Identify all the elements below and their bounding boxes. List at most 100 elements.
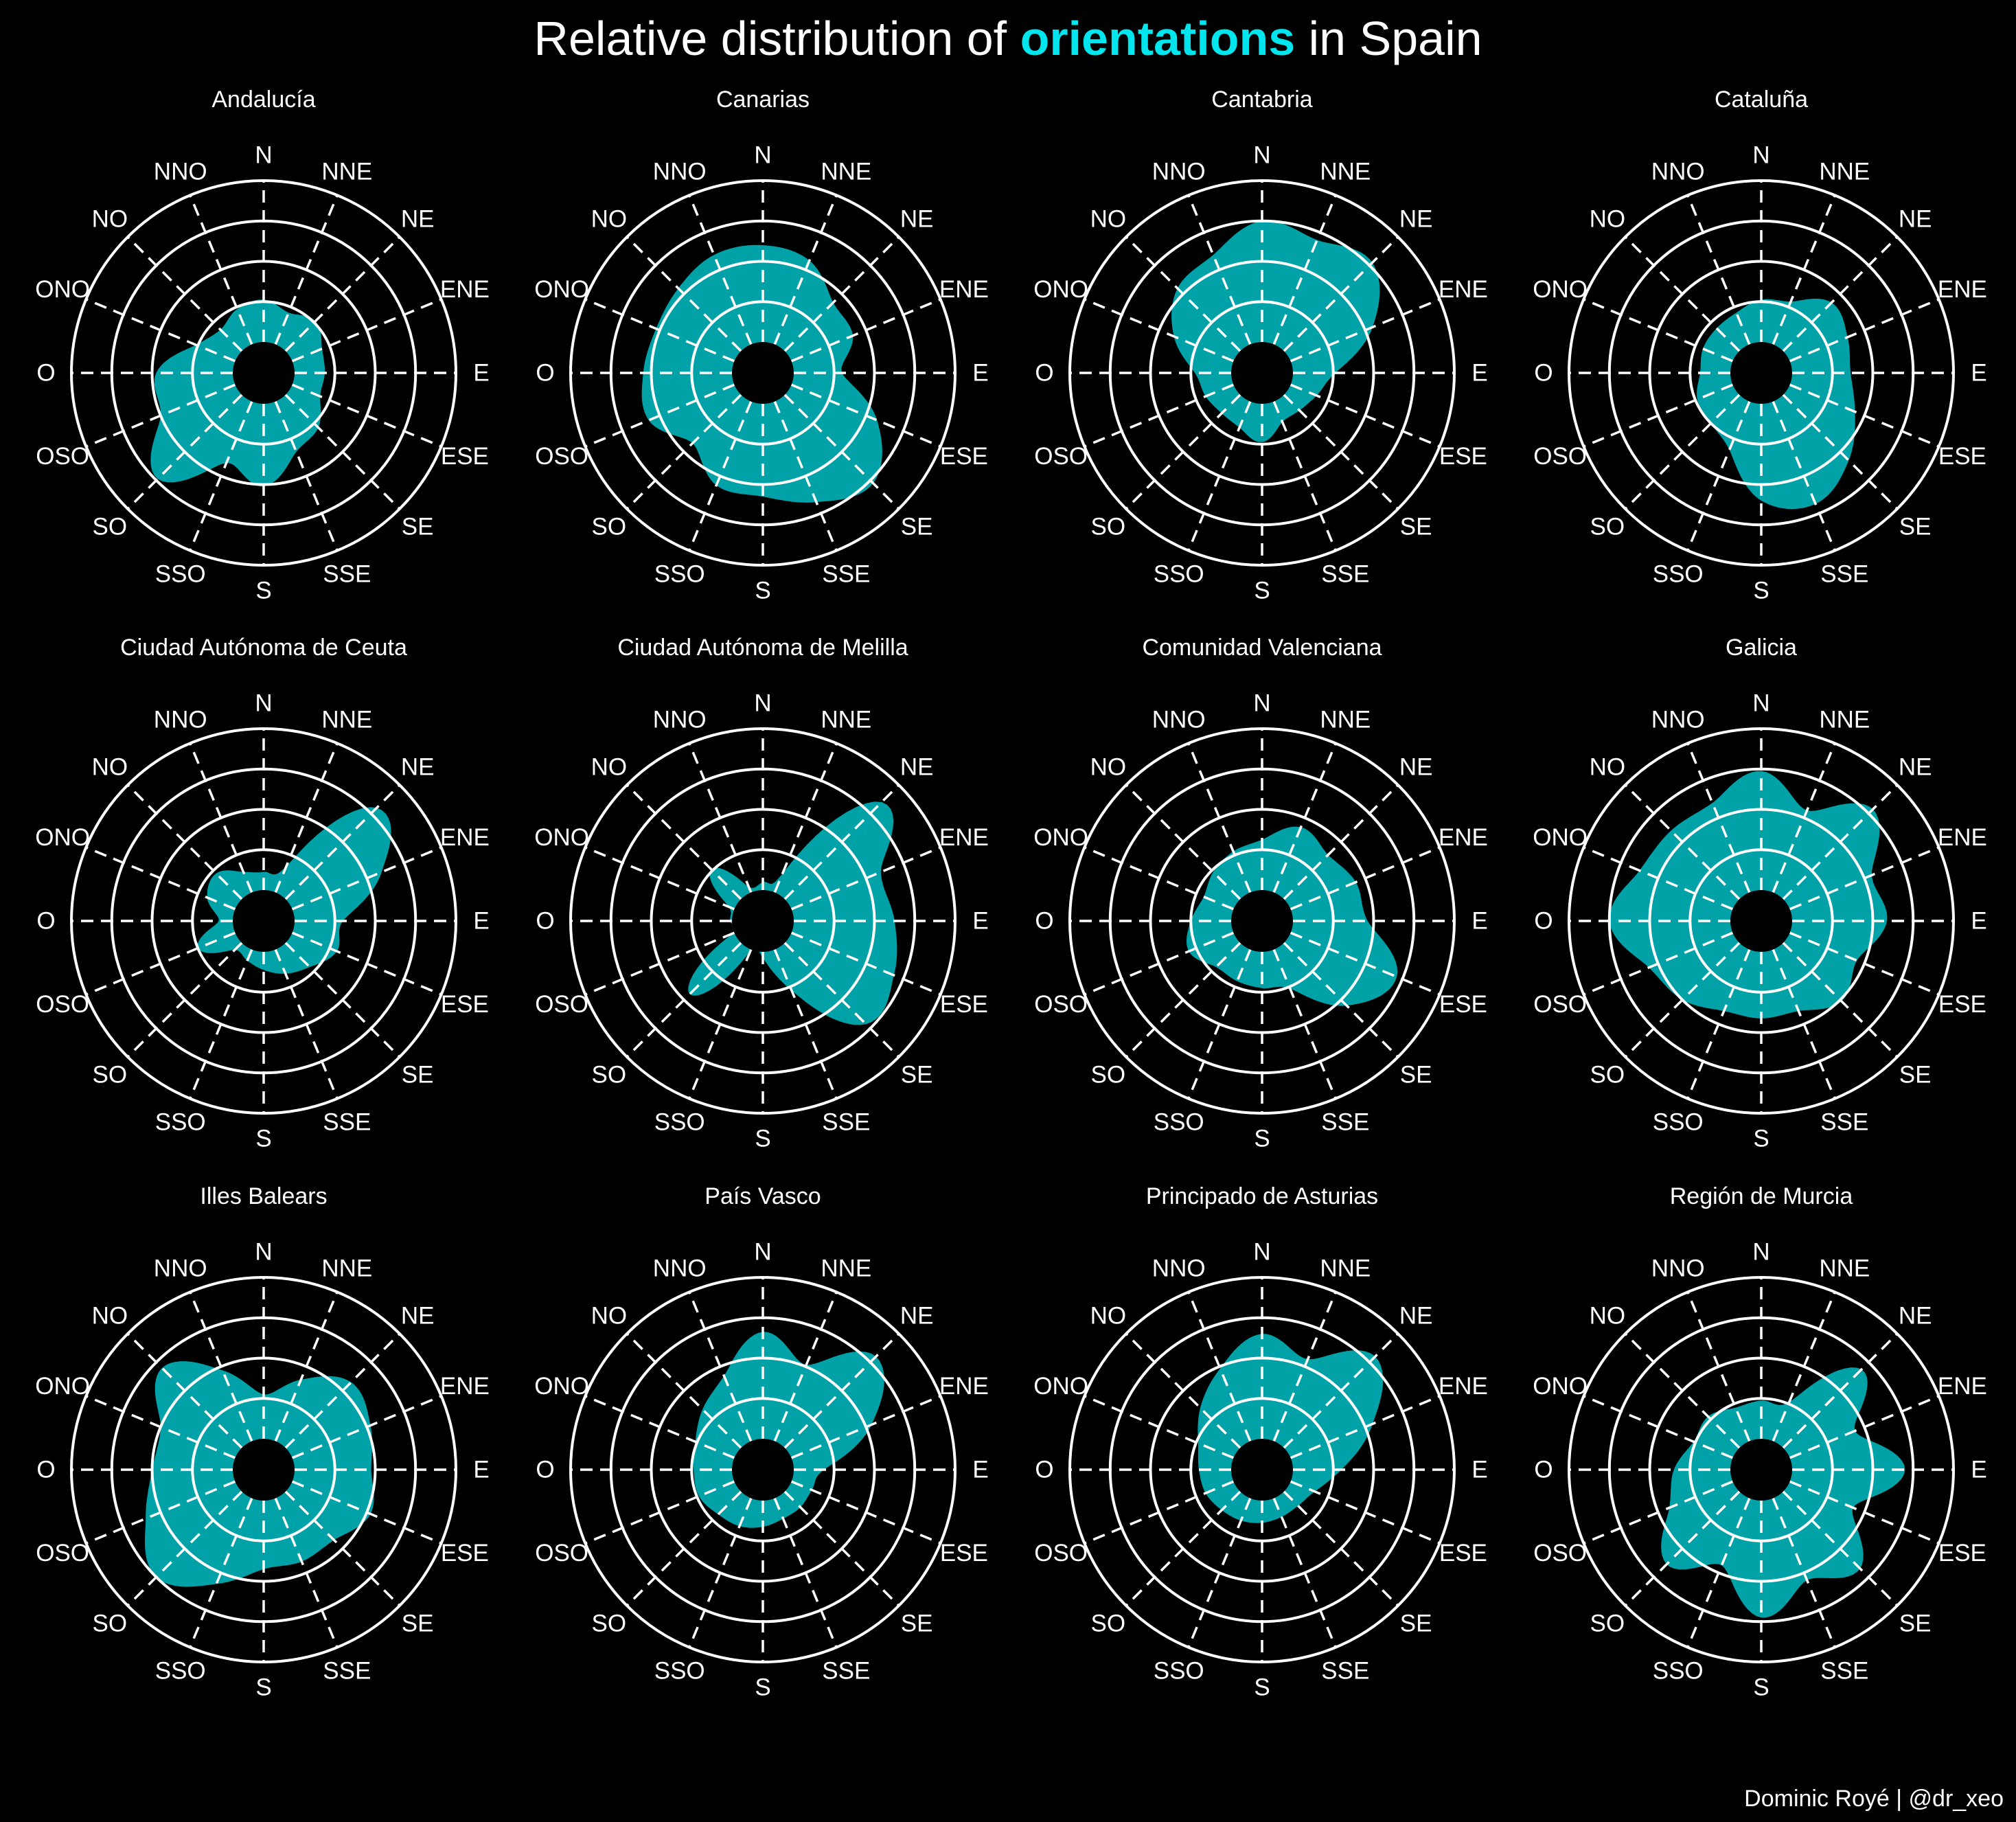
panel-title: Cantabria bbox=[1211, 87, 1313, 113]
grid-ring bbox=[70, 727, 457, 1115]
direction-label: SO bbox=[93, 1062, 128, 1089]
direction-label: NNO bbox=[154, 707, 207, 733]
direction-label: NNE bbox=[821, 1255, 871, 1282]
direction-label: N bbox=[754, 1239, 771, 1266]
direction-label: SSE bbox=[1321, 1657, 1369, 1684]
grid-ring bbox=[650, 808, 876, 1034]
direction-label: NNO bbox=[154, 159, 207, 185]
direction-label: E bbox=[972, 1457, 988, 1483]
direction-label: NE bbox=[1899, 753, 1932, 780]
direction-label: SE bbox=[901, 514, 933, 540]
direction-label: SSO bbox=[1653, 560, 1704, 587]
direction-label: OSO bbox=[36, 443, 89, 470]
grid-ring bbox=[1607, 767, 1915, 1075]
direction-label: OSO bbox=[535, 1540, 588, 1567]
grid-ring bbox=[690, 848, 836, 994]
direction-label: SSO bbox=[1653, 1657, 1704, 1684]
direction-label: NNO bbox=[653, 707, 707, 733]
direction-label: ENE bbox=[939, 824, 989, 851]
panel-title: Cataluña bbox=[1715, 87, 1808, 113]
grid-ring bbox=[150, 1356, 377, 1583]
direction-label: NNO bbox=[1651, 1255, 1705, 1282]
direction-label: OSO bbox=[1533, 443, 1587, 470]
grid-ring bbox=[609, 767, 917, 1075]
direction-label: SSO bbox=[155, 1108, 206, 1135]
panel-title: Ciudad Autónoma de Ceuta bbox=[120, 635, 407, 661]
direction-label: SSO bbox=[1653, 1108, 1704, 1135]
grid-ring bbox=[1149, 260, 1375, 486]
chart-title: Relative distribution of orientations in… bbox=[0, 5, 2016, 71]
direction-label: O bbox=[536, 360, 554, 387]
direction-label: SE bbox=[1400, 1610, 1432, 1637]
direction-label: SO bbox=[592, 1610, 627, 1637]
rose-panel: País Vasco N NNE NE ENE E ESE SE SSE S SSO SO OSO O ON… bbox=[534, 1183, 989, 1701]
direction-label: NE bbox=[401, 205, 435, 232]
direction-label: SE bbox=[402, 1610, 434, 1637]
direction-label: O bbox=[1035, 908, 1053, 935]
grid-ring bbox=[1648, 808, 1875, 1034]
direction-label: E bbox=[473, 360, 489, 387]
grid-ring bbox=[1568, 1276, 1955, 1663]
direction-label: E bbox=[1971, 360, 1986, 387]
direction-label: SO bbox=[1590, 1610, 1625, 1637]
rose-panel: Illes Balears N NNE NE ENE E ESE SE SSE S SSO SO OSO… bbox=[35, 1183, 490, 1701]
grid-ring bbox=[191, 1397, 336, 1542]
direction-label: NNO bbox=[1152, 159, 1206, 185]
direction-label: S bbox=[1254, 578, 1270, 604]
grid-ring bbox=[191, 848, 336, 994]
grid-ring bbox=[70, 1276, 457, 1663]
direction-label: NO bbox=[1590, 1302, 1626, 1329]
panel-title: Andalucía bbox=[211, 87, 315, 113]
direction-label: ESE bbox=[940, 991, 988, 1018]
direction-label: S bbox=[755, 578, 770, 604]
direction-label: OSO bbox=[36, 1540, 89, 1567]
direction-label: SO bbox=[93, 514, 128, 540]
grid-ring bbox=[1108, 767, 1416, 1075]
direction-label: ONO bbox=[1033, 1373, 1088, 1400]
rose-panel: Región de Murcia N NNE NE ENE E ESE SE SSE S SSO SO… bbox=[1533, 1183, 1987, 1701]
center-hole bbox=[233, 342, 295, 404]
rose-panel: Cantabria N NNE NE ENE E ESE SE SSE S SSO SO OSO O ONO… bbox=[1033, 87, 1488, 604]
direction-label: NO bbox=[1590, 205, 1626, 232]
grid-ring bbox=[1648, 1356, 1875, 1583]
direction-label: S bbox=[1753, 578, 1769, 604]
direction-label: ENE bbox=[1439, 1373, 1488, 1400]
direction-label: S bbox=[1254, 1126, 1270, 1152]
direction-label: SO bbox=[93, 1610, 128, 1637]
panel-title: Canarias bbox=[716, 87, 810, 113]
direction-label: S bbox=[755, 1126, 770, 1152]
panel-title: Comunidad Valenciana bbox=[1142, 635, 1382, 661]
center-hole bbox=[732, 890, 794, 952]
grid-ring bbox=[1189, 300, 1335, 446]
direction-label: ESE bbox=[441, 443, 489, 470]
direction-label: ENE bbox=[1938, 276, 1987, 303]
direction-label: SSO bbox=[1154, 1108, 1204, 1135]
direction-label: SSO bbox=[654, 560, 705, 587]
rose-panel: Andalucía N NNE NE ENE E ESE SE SSE S SSO SO OSO O ONO… bbox=[35, 87, 490, 604]
center-hole bbox=[732, 1439, 794, 1501]
grid-ring bbox=[150, 808, 377, 1034]
direction-label: E bbox=[473, 908, 489, 935]
center-hole bbox=[1730, 342, 1792, 404]
grid-ring bbox=[1189, 1397, 1335, 1542]
direction-label: SSO bbox=[155, 1657, 206, 1684]
direction-label: S bbox=[1254, 1674, 1270, 1701]
direction-label: NE bbox=[401, 1302, 435, 1329]
direction-label: NNE bbox=[1320, 707, 1371, 733]
direction-label: SE bbox=[1400, 514, 1432, 540]
title-highlight: orientations bbox=[1020, 12, 1296, 65]
direction-label: SSO bbox=[1154, 1657, 1204, 1684]
direction-label: NNO bbox=[1651, 159, 1705, 185]
grid-ring bbox=[1068, 1276, 1456, 1663]
direction-label: E bbox=[1971, 908, 1986, 935]
direction-label: S bbox=[1753, 1674, 1769, 1701]
direction-label: O bbox=[36, 1457, 55, 1483]
direction-label: SO bbox=[1091, 514, 1126, 540]
rose-panel: Comunidad ValencianaNNNENEENEEESESESSESS… bbox=[1033, 635, 1488, 1152]
direction-label: SSO bbox=[654, 1657, 705, 1684]
grid-ring bbox=[1149, 1356, 1375, 1583]
direction-label: NNO bbox=[1651, 707, 1705, 733]
direction-label: SO bbox=[1590, 1062, 1625, 1089]
direction-label: SSE bbox=[323, 560, 371, 587]
direction-label: OSO bbox=[36, 991, 89, 1018]
